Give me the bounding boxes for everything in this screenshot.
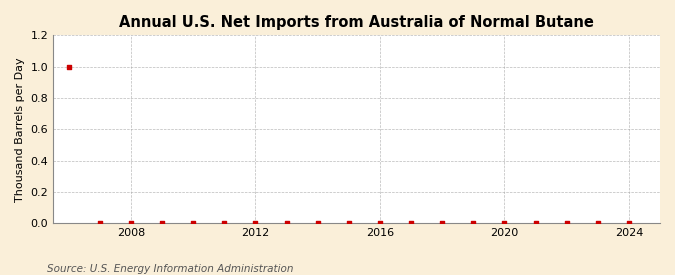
Point	[406, 221, 416, 225]
Point	[188, 221, 198, 225]
Y-axis label: Thousand Barrels per Day: Thousand Barrels per Day	[15, 57, 25, 202]
Point	[437, 221, 448, 225]
Text: Source: U.S. Energy Information Administration: Source: U.S. Energy Information Administ…	[47, 264, 294, 274]
Point	[530, 221, 541, 225]
Point	[313, 221, 323, 225]
Point	[219, 221, 230, 225]
Point	[499, 221, 510, 225]
Point	[624, 221, 634, 225]
Point	[468, 221, 479, 225]
Point	[561, 221, 572, 225]
Point	[95, 221, 105, 225]
Point	[344, 221, 354, 225]
Point	[250, 221, 261, 225]
Title: Annual U.S. Net Imports from Australia of Normal Butane: Annual U.S. Net Imports from Australia o…	[119, 15, 594, 30]
Point	[281, 221, 292, 225]
Point	[126, 221, 136, 225]
Point	[63, 64, 74, 69]
Point	[157, 221, 167, 225]
Point	[375, 221, 385, 225]
Point	[593, 221, 603, 225]
